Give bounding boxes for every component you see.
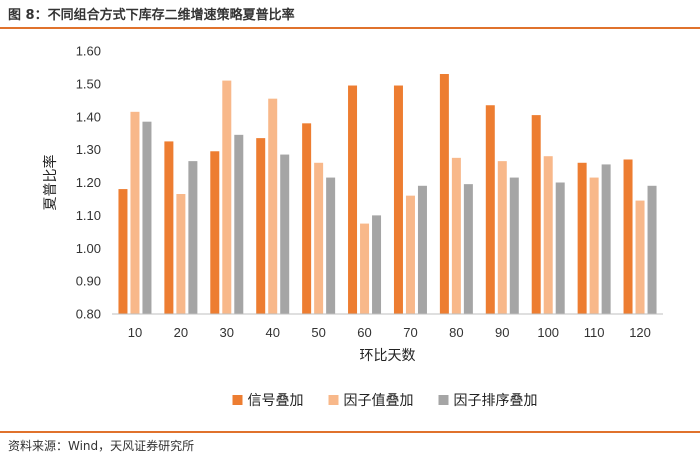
y-tick-label: 1.20: [76, 175, 101, 190]
bar-2-20: [176, 194, 186, 314]
top-divider: [0, 27, 700, 29]
bar-1-110: [577, 162, 587, 314]
x-axis-title: 环比天数: [360, 348, 416, 364]
bar-2-30: [222, 80, 232, 314]
bar-3-90: [509, 177, 519, 314]
bar-1-20: [164, 141, 174, 314]
bar-2-60: [360, 223, 370, 314]
x-tick-label: 60: [357, 325, 371, 340]
y-tick-label: 0.80: [76, 307, 101, 322]
bar-1-60: [348, 85, 358, 315]
x-tick-label: 80: [449, 325, 463, 340]
bar-1-90: [485, 105, 495, 315]
x-tick-label: 20: [174, 325, 188, 340]
bar-2-80: [451, 157, 461, 314]
x-tick-label: 70: [403, 325, 417, 340]
y-tick-label: 1.50: [76, 76, 101, 91]
bottom-divider: [0, 431, 700, 433]
bars: [118, 74, 657, 315]
legend: 信号叠加 因子值叠加 因子排序叠加: [232, 393, 538, 409]
bar-2-120: [635, 200, 645, 314]
bar-1-120: [623, 159, 633, 314]
bar-1-40: [256, 138, 266, 314]
x-tick-label: 50: [311, 325, 325, 340]
y-tick-label: 1.10: [76, 208, 101, 223]
bar-2-70: [405, 195, 415, 314]
legend-label: 信号叠加: [248, 393, 304, 409]
bar-1-50: [302, 123, 312, 314]
bar-3-120: [647, 185, 657, 314]
bar-3-20: [188, 161, 198, 314]
x-tick-label: 40: [265, 325, 279, 340]
bar-1-10: [118, 189, 128, 314]
bar-2-40: [268, 98, 278, 314]
y-axis-title: 夏普比率: [42, 155, 59, 211]
x-tick-label: 120: [629, 325, 651, 340]
legend-label: 因子值叠加: [344, 393, 414, 409]
bar-2-10: [130, 111, 140, 314]
y-tick-label: 1.60: [76, 44, 101, 59]
x-tick-label: 90: [495, 325, 509, 340]
bar-2-90: [497, 161, 507, 314]
bar-3-10: [142, 121, 152, 315]
source-note: 资料来源：Wind，天风证券研究所: [8, 439, 195, 453]
bar-1-100: [531, 115, 541, 314]
bar-2-100: [543, 156, 553, 314]
bar-3-80: [463, 184, 473, 314]
x-tick-label: 100: [537, 325, 559, 340]
x-tick-label: 30: [220, 325, 234, 340]
y-tick-label: 0.90: [76, 274, 101, 289]
x-tick-label: 110: [584, 325, 605, 340]
bar-2-50: [314, 162, 324, 314]
x-tick-label: 10: [128, 325, 142, 340]
bar-chart: 0.80 0.90 1.00 1.10 1.20 1.30 1.40 1.50 1.60 10 2…: [42, 44, 663, 409]
bar-1-30: [210, 151, 220, 314]
y-axis-ticks: 0.80 0.90 1.00 1.10 1.20 1.30 1.40 1.50 1.60: [76, 44, 101, 322]
y-tick-label: 1.30: [76, 142, 101, 157]
y-tick-label: 1.40: [76, 109, 101, 124]
bar-3-40: [280, 154, 290, 314]
figure-title: 图 8：不同组合方式下库存二维增速策略夏普比率: [8, 8, 295, 23]
bar-3-100: [555, 182, 565, 314]
bar-3-110: [601, 164, 611, 314]
legend-swatch: [232, 395, 243, 405]
bar-3-70: [417, 185, 427, 314]
bar-2-110: [589, 177, 599, 314]
bar-3-30: [234, 134, 244, 314]
bar-3-60: [372, 215, 382, 315]
bar-1-80: [439, 74, 449, 314]
bar-3-50: [326, 177, 336, 314]
bar-1-70: [393, 85, 403, 315]
x-axis-ticks: 10 20 30 40 50 60 70 80 90 100 110 120: [128, 325, 651, 340]
legend-swatch: [438, 395, 449, 405]
y-tick-label: 1.00: [76, 241, 101, 256]
legend-label: 因子排序叠加: [454, 393, 538, 409]
legend-swatch: [328, 395, 339, 405]
